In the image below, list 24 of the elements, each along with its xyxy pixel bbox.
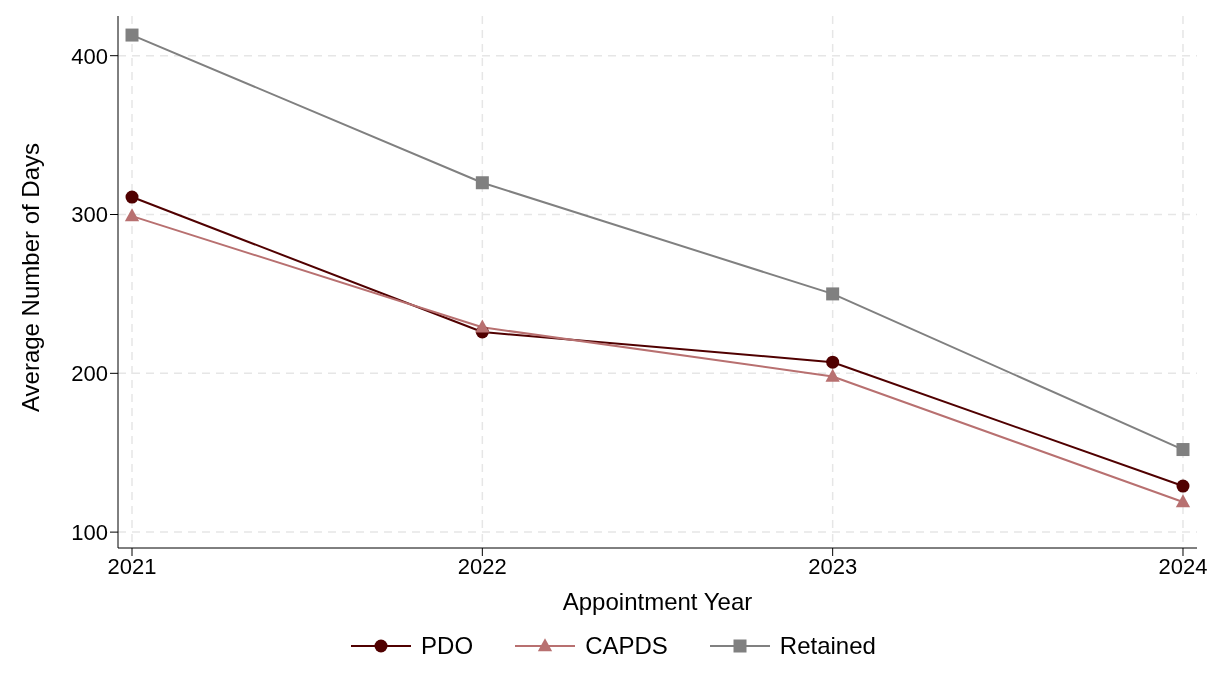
y-tick-label: 200 bbox=[71, 361, 108, 387]
x-tick-label: 2022 bbox=[457, 553, 507, 579]
point bbox=[125, 28, 139, 42]
point bbox=[475, 176, 489, 190]
x-tick-label: 2023 bbox=[808, 553, 858, 579]
y-tick-label: 100 bbox=[71, 519, 108, 545]
legend-label: PDO bbox=[421, 632, 474, 660]
legend-label: CAPDS bbox=[585, 632, 668, 660]
y-tick-label: 400 bbox=[71, 43, 108, 69]
legend-label: Retained bbox=[779, 632, 876, 660]
point bbox=[1175, 494, 1191, 508]
point bbox=[1176, 479, 1190, 493]
point bbox=[826, 287, 840, 301]
point bbox=[125, 190, 139, 204]
point bbox=[825, 368, 840, 382]
point bbox=[826, 355, 840, 369]
x-axis-title: Appointment Year bbox=[562, 588, 753, 615]
point bbox=[1176, 443, 1190, 457]
x-tick-label: 2024 bbox=[1158, 553, 1208, 579]
y-axis-title: Average Number of Days bbox=[16, 142, 44, 412]
point bbox=[124, 208, 140, 222]
x-tick-label: 2021 bbox=[107, 553, 157, 579]
y-tick-label: 300 bbox=[71, 202, 108, 228]
point bbox=[475, 319, 490, 333]
